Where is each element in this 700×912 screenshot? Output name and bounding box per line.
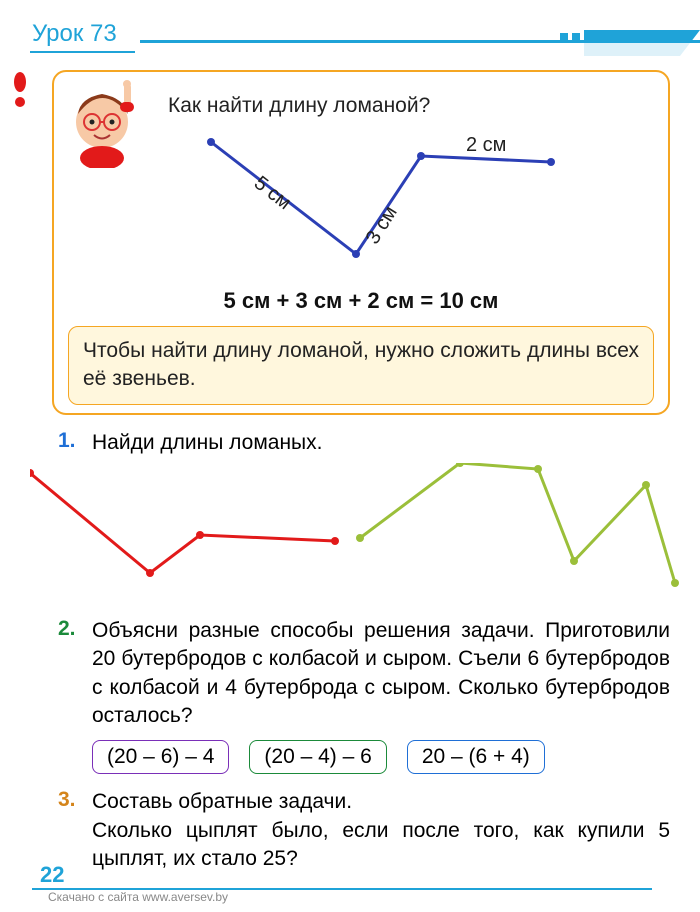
task-1-text: Найди длины ломаных.: [92, 429, 670, 457]
expression-box-1: (20 – 6) – 4: [92, 740, 229, 774]
intro-box: Как найти длину ломаной? 5 см 3 см 2 см …: [52, 70, 670, 415]
attention-icon: [12, 72, 28, 119]
header-accent: [560, 30, 700, 56]
page-number: 22: [40, 862, 64, 888]
task-3: 3. Составь обратные задачи.Сколько цыпля…: [60, 788, 670, 873]
task-1: 1. Найди длины ломаных.: [60, 429, 670, 603]
task-number-2: 2.: [58, 617, 76, 641]
task-number-3: 3.: [58, 788, 76, 812]
intro-question: Как найти длину ломаной?: [168, 94, 654, 118]
lesson-title: Урок 73: [30, 20, 135, 53]
task-1-chart: [60, 463, 670, 603]
lesson-header: Урок 73: [30, 20, 670, 60]
intro-equation: 5 см + 3 см + 2 см = 10 см: [68, 288, 654, 314]
task-2: 2. Объясни разные способы решения задачи…: [60, 617, 670, 774]
task-2-text: Объясни разные способы решения задачи. П…: [92, 617, 670, 730]
segment-label-3: 2 см: [466, 134, 506, 157]
expression-box-2: (20 – 4) – 6: [249, 740, 386, 774]
rule-box: Чтобы найти длину ломаной, нужно сложить…: [68, 326, 654, 405]
task-3-text: Составь обратные задачи.Сколько цыплят б…: [92, 788, 670, 873]
footer-credit: Скачано с сайта www.aversev.by: [48, 890, 228, 904]
expressions-row: (20 – 6) – 4 (20 – 4) – 6 20 – (6 + 4): [92, 740, 670, 774]
expression-box-3: 20 – (6 + 4): [407, 740, 545, 774]
task-number-1: 1.: [58, 429, 76, 453]
intro-polyline-chart: 5 см 3 см 2 см: [68, 124, 654, 284]
